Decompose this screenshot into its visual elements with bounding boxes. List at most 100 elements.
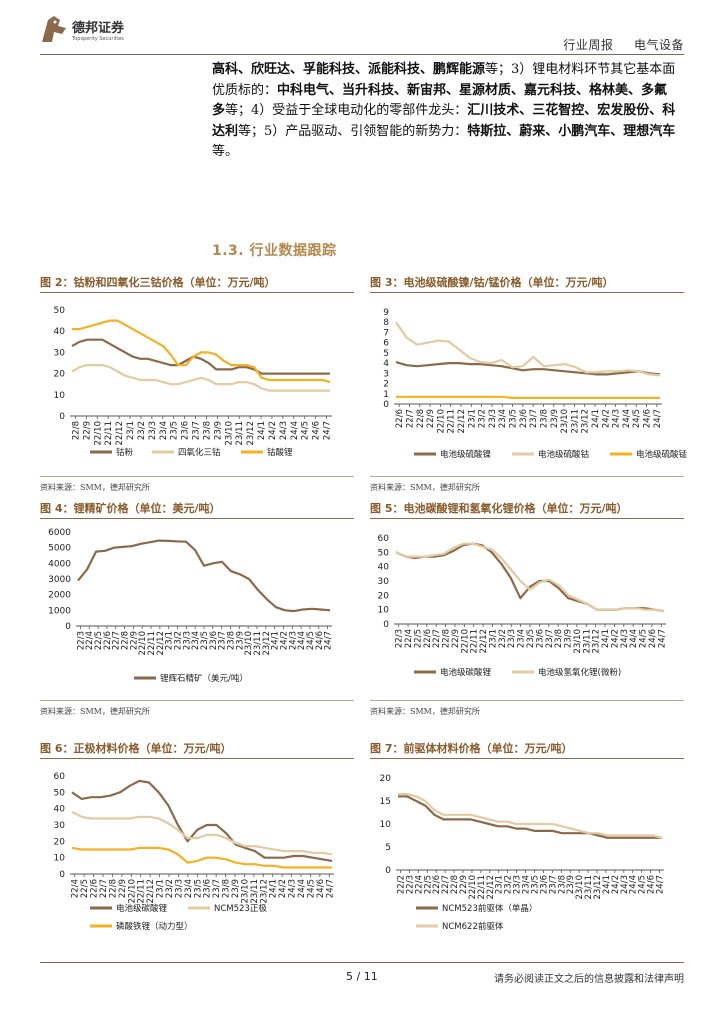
x-tick-label: 24/4 xyxy=(629,629,639,648)
paragraph-line: 达利等；5）产品驱动、引领智能的新势力：特斯拉、蔚来、小鹏汽车、理想汽车 xyxy=(212,122,684,143)
paragraph-text: 等；4）受益于全球电动化的零部件龙头： xyxy=(225,103,468,118)
x-tick-label: 24/1 xyxy=(271,631,281,650)
legend-label: 电池级硫酸镍 xyxy=(440,449,492,460)
y-tick-label: 0 xyxy=(59,412,65,422)
fig5-title: 图 5：电池碳酸锂和氢氧化锂价格（单位：万元/吨） xyxy=(370,502,628,515)
company-names: 达利 xyxy=(212,123,239,139)
x-tick-label: 23/8 xyxy=(222,879,232,898)
x-tick-label: 22/8 xyxy=(121,631,131,650)
x-tick-label: 24/7 xyxy=(325,879,335,898)
x-tick-label: 23/4 xyxy=(159,421,169,440)
x-tick-label: 22/11 xyxy=(470,629,480,654)
x-tick-label: 24/1 xyxy=(269,879,279,898)
x-tick-label: 24/5 xyxy=(639,629,649,648)
x-tick-label: 22/9 xyxy=(82,421,92,440)
y-tick-label: 2000 xyxy=(48,591,71,601)
y-tick-label: 15 xyxy=(380,797,391,807)
company-names: 特斯拉、蔚来、小鹏汽车、理想汽车 xyxy=(467,123,676,139)
brand-name: 德邦证券 xyxy=(72,21,125,36)
x-tick-label: 23/2 xyxy=(137,421,147,440)
x-tick-label: 23/1 xyxy=(495,875,505,894)
y-tick-label: 40 xyxy=(378,563,390,573)
fig6-title: 图 6：正极材料价格（单位：万元/吨） xyxy=(40,742,232,755)
x-tick-label: 23/10 xyxy=(573,629,583,654)
x-tick-label: 24/6 xyxy=(648,629,658,648)
y-tick-label: 40 xyxy=(54,805,66,815)
header-rule xyxy=(40,54,684,55)
fig5-source-rule xyxy=(370,700,684,701)
x-tick-label: 22/12 xyxy=(479,629,489,654)
x-tick-label: 24/2 xyxy=(279,631,289,650)
brand-name-en: Topsperity Securities xyxy=(72,36,124,42)
x-tick-label: 22/8 xyxy=(71,421,81,440)
series-line-1 xyxy=(395,542,665,613)
x-tick-label: 23/1 xyxy=(126,421,136,440)
y-tick-label: 8 xyxy=(383,318,389,328)
legend-label: NCM622前驱体 xyxy=(442,921,504,932)
x-tick-label: 22/8 xyxy=(450,875,460,894)
y-tick-label: 10 xyxy=(54,391,66,401)
y-tick-label: 6 xyxy=(383,339,389,349)
series-line-1 xyxy=(395,361,661,376)
x-tick-label: 24/6 xyxy=(316,879,326,898)
legend-label: 四氧化三钴 xyxy=(178,447,221,458)
x-tick-label: 24/4 xyxy=(297,631,307,650)
x-tick-label: 23/6 xyxy=(535,629,545,648)
x-tick-label: 23/10 xyxy=(560,409,570,434)
x-tick-label: 23/4 xyxy=(184,879,194,898)
x-tick-label: 23/1 xyxy=(488,629,498,648)
y-tick-label: 40 xyxy=(54,327,66,337)
x-tick-label: 22/6 xyxy=(423,629,433,648)
x-tick-label: 22/8 xyxy=(442,629,452,648)
x-tick-label: 22/4 xyxy=(71,879,81,898)
x-tick-label: 22/9 xyxy=(451,629,461,648)
x-tick-label: 22/11 xyxy=(477,875,487,900)
x-tick-label: 23/12 xyxy=(593,875,603,900)
y-tick-label: 0 xyxy=(383,620,389,630)
x-tick-label: 23/8 xyxy=(557,875,567,894)
x-tick-label: 22/7 xyxy=(441,875,451,894)
series-line-1 xyxy=(71,338,330,375)
series-line-3 xyxy=(71,846,332,869)
fig6-figure: 图 6：正极材料价格（单位：万元/吨） 0 10 20 30 40 50 60 22/4 22/5… xyxy=(40,740,354,960)
x-tick-label: 22/7 xyxy=(112,631,122,650)
report-type: 行业周报 xyxy=(563,38,614,52)
y-tick-label: 4 xyxy=(383,359,389,369)
x-tick-label: 24/5 xyxy=(306,879,316,898)
x-tick-label: 22/6 xyxy=(432,875,442,894)
x-tick-label: 23/12 xyxy=(592,629,602,654)
x-tick-label: 23/5 xyxy=(200,631,210,650)
x-tick-label: 22/11 xyxy=(447,409,457,434)
y-tick-label: 30 xyxy=(54,821,66,831)
y-tick-label: 0 xyxy=(59,870,65,880)
x-tick-label: 23/5 xyxy=(526,629,536,648)
x-tick-label: 23/7 xyxy=(548,875,558,894)
x-tick-label: 22/4 xyxy=(404,629,414,648)
x-tick-label: 23/12 xyxy=(246,421,256,446)
paragraph-line: 等。 xyxy=(212,142,684,163)
x-tick-label: 24/5 xyxy=(301,421,311,440)
x-tick-label: 23/8 xyxy=(202,421,212,440)
fig3-source: 资料来源：SMM，德邦研究所 xyxy=(370,483,480,492)
fig4-title: 图 4：锂精矿价格（单位：美元/吨） xyxy=(40,502,221,515)
x-tick-label: 22/10 xyxy=(127,879,137,904)
paragraph-line: 高科、欣旺达、孚能科技、派能科技、鹏辉能源等；3）锂电材料环节其它基本面 xyxy=(212,60,684,81)
x-tick-label: 24/1 xyxy=(591,409,601,428)
x-tick-label: 24/3 xyxy=(620,629,630,648)
x-tick-label: 22/12 xyxy=(146,879,156,904)
x-tick-label: 24/1 xyxy=(257,421,267,440)
x-tick-label: 22/12 xyxy=(457,409,467,434)
x-tick-label: 23/8 xyxy=(539,409,549,428)
footer-rule xyxy=(40,962,684,963)
x-tick-label: 24/3 xyxy=(620,875,630,894)
y-tick-label: 1000 xyxy=(48,606,71,616)
x-tick-label: 22/3 xyxy=(395,629,405,648)
x-tick-label: 22/9 xyxy=(459,875,469,894)
series-line-2 xyxy=(395,542,665,613)
x-tick-label: 23/10 xyxy=(240,879,250,904)
x-tick-label: 22/6 xyxy=(103,631,113,650)
company-names: 中科电气、当升科技、新宙邦、星源材质、嘉元科技、格林美、多氟 xyxy=(277,82,668,98)
series-line-2 xyxy=(398,792,663,839)
